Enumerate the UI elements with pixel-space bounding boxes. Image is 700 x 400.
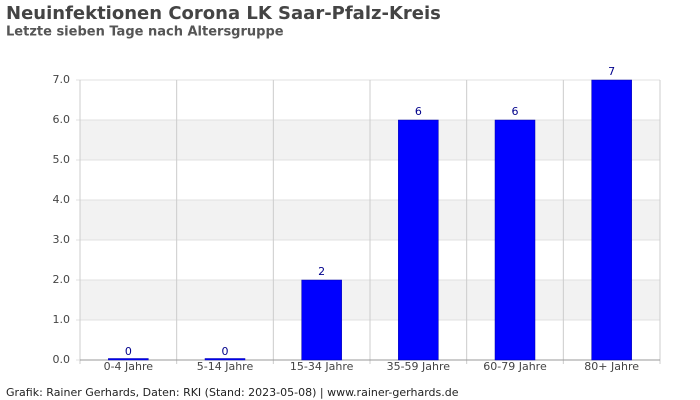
bar: [204, 358, 246, 361]
y-tick-label: 5.0: [53, 153, 71, 166]
value-label: 2: [318, 265, 325, 278]
bar: [494, 119, 536, 361]
x-tick-label: 5-14 Jahre: [197, 360, 254, 373]
x-tick-label: 15-34 Jahre: [290, 360, 354, 373]
y-tick-label: 0.0: [53, 353, 71, 366]
footer: Grafik: Rainer Gerhards, Daten: RKI (Sta…: [6, 386, 459, 399]
y-tick-label: 7.0: [53, 73, 71, 86]
value-label: 0: [222, 345, 229, 358]
y-tick-label: 2.0: [53, 273, 71, 286]
y-tick-label: 4.0: [53, 193, 71, 206]
y-tick-label: 3.0: [53, 233, 71, 246]
value-label: 6: [512, 105, 519, 118]
value-label: 7: [608, 65, 615, 78]
y-tick-label: 6.0: [53, 113, 71, 126]
bar: [398, 119, 439, 361]
x-tick-label: 60-79 Jahre: [483, 360, 547, 373]
bar: [301, 279, 342, 361]
value-label: 6: [415, 105, 422, 118]
bar: [591, 79, 632, 361]
chart-title: Neuinfektionen Corona LK Saar-Pfalz-Krei…: [6, 3, 441, 24]
y-tick-label: 1.0: [53, 313, 71, 326]
x-tick-label: 35-59 Jahre: [387, 360, 451, 373]
value-label: 0: [125, 345, 132, 358]
bar: [108, 358, 149, 361]
x-tick-label: 0-4 Jahre: [104, 360, 154, 373]
x-tick-label: 80+ Jahre: [584, 360, 639, 373]
chart-subtitle: Letzte sieben Tage nach Altersgruppe: [6, 25, 284, 40]
